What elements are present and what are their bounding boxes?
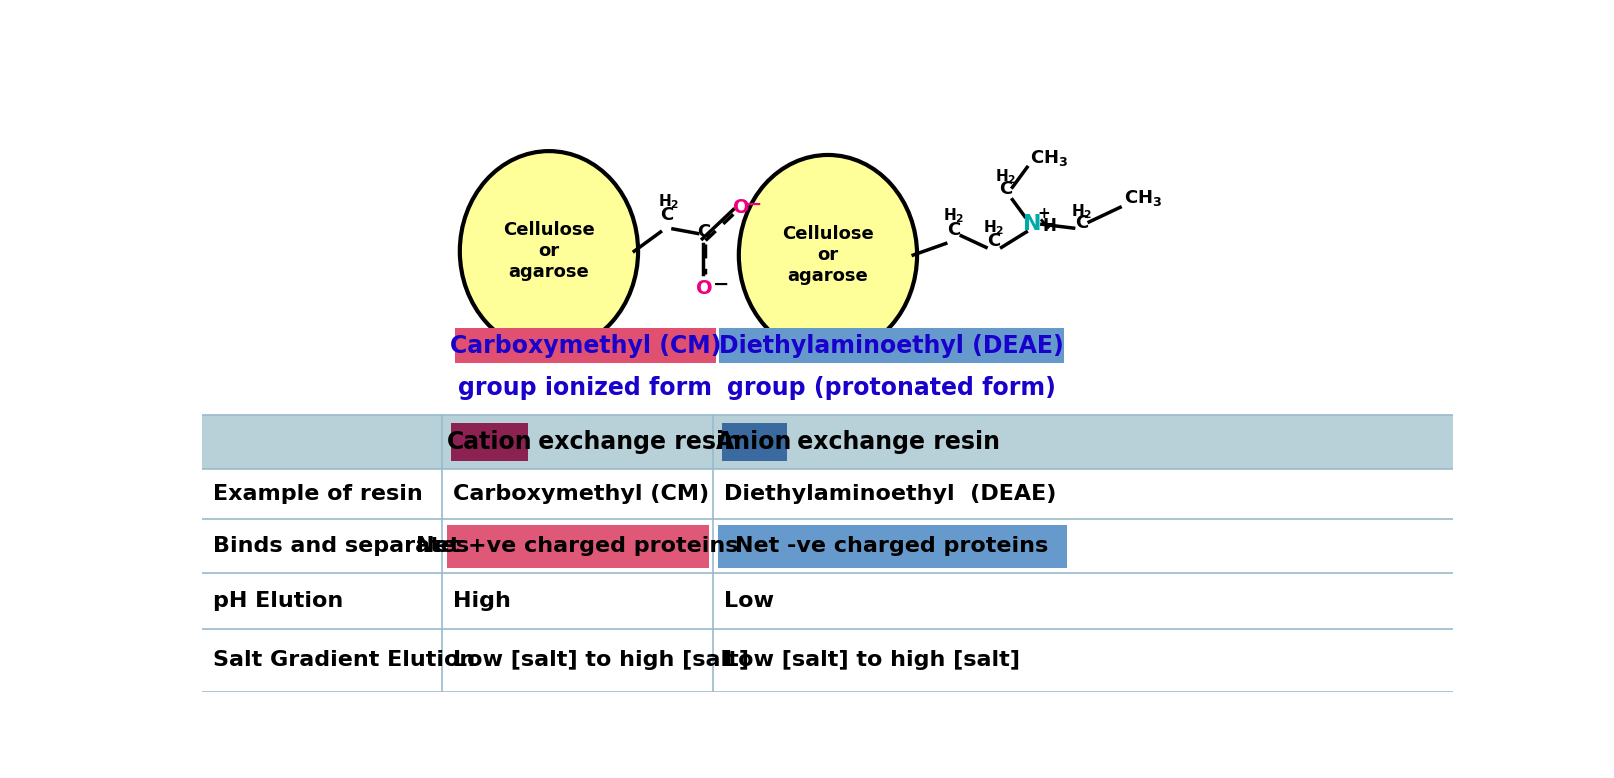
Text: −: − <box>746 194 762 214</box>
Text: C: C <box>697 223 710 241</box>
Text: group (protonated form): group (protonated form) <box>726 377 1056 400</box>
Text: exchange resin: exchange resin <box>531 430 741 454</box>
Text: H: H <box>1043 217 1057 235</box>
Text: Carboxymethyl (CM): Carboxymethyl (CM) <box>454 484 709 504</box>
Text: O: O <box>733 198 749 217</box>
Text: Low [salt] to high [salt]: Low [salt] to high [salt] <box>454 650 749 671</box>
Text: Anion: Anion <box>717 430 792 454</box>
FancyBboxPatch shape <box>721 423 788 461</box>
Text: C: C <box>660 206 673 224</box>
Text: Diethylaminoethyl (DEAE): Diethylaminoethyl (DEAE) <box>720 334 1064 358</box>
Text: C: C <box>947 221 960 239</box>
Ellipse shape <box>460 151 638 352</box>
Text: Diethylaminoethyl  (DEAE): Diethylaminoethyl (DEAE) <box>725 484 1057 504</box>
Text: Low: Low <box>725 591 775 611</box>
Text: High: High <box>454 591 510 611</box>
Ellipse shape <box>739 155 917 356</box>
Text: $\mathbf{H_2}$: $\mathbf{H_2}$ <box>996 167 1017 186</box>
Text: Carboxymethyl (CM): Carboxymethyl (CM) <box>450 334 721 358</box>
Text: Cellulose
or
agarose: Cellulose or agarose <box>504 222 596 281</box>
Text: exchange resin: exchange resin <box>789 430 1001 454</box>
FancyBboxPatch shape <box>447 524 709 568</box>
Text: −: − <box>713 275 730 294</box>
Text: O: O <box>696 279 712 299</box>
Text: C: C <box>1075 215 1088 233</box>
Text: Salt Gradient Elution: Salt Gradient Elution <box>213 650 475 671</box>
FancyBboxPatch shape <box>455 328 715 363</box>
Text: Cation: Cation <box>447 430 533 454</box>
FancyBboxPatch shape <box>450 423 528 461</box>
Text: C: C <box>988 232 1001 251</box>
Text: group ionized form: group ionized form <box>458 377 712 400</box>
Text: $\mathbf{H_2}$: $\mathbf{H_2}$ <box>983 218 1004 237</box>
Text: Cellulose
or
agarose: Cellulose or agarose <box>783 226 873 285</box>
Text: $\mathbf{CH_3}$: $\mathbf{CH_3}$ <box>1030 148 1068 168</box>
Text: Net +ve charged proteins: Net +ve charged proteins <box>416 536 739 556</box>
Text: C: C <box>999 180 1014 198</box>
Text: pH Elution: pH Elution <box>213 591 342 611</box>
Text: N: N <box>1023 214 1041 234</box>
FancyBboxPatch shape <box>718 524 1067 568</box>
Text: Example of resin: Example of resin <box>213 484 423 504</box>
Text: +: + <box>1038 206 1049 221</box>
Text: $\mathbf{H_2}$: $\mathbf{H_2}$ <box>943 206 964 225</box>
Text: Low [salt] to high [salt]: Low [salt] to high [salt] <box>725 650 1020 671</box>
Text: $\mathbf{H_2}$: $\mathbf{H_2}$ <box>1070 202 1093 220</box>
Text: $\mathbf{H_2}$: $\mathbf{H_2}$ <box>657 192 679 211</box>
Text: Net -ve charged proteins: Net -ve charged proteins <box>734 536 1047 556</box>
Text: Binds and separates: Binds and separates <box>213 536 468 556</box>
Text: $\mathbf{CH_3}$: $\mathbf{CH_3}$ <box>1125 188 1162 208</box>
FancyBboxPatch shape <box>718 328 1064 363</box>
FancyBboxPatch shape <box>202 415 1453 469</box>
